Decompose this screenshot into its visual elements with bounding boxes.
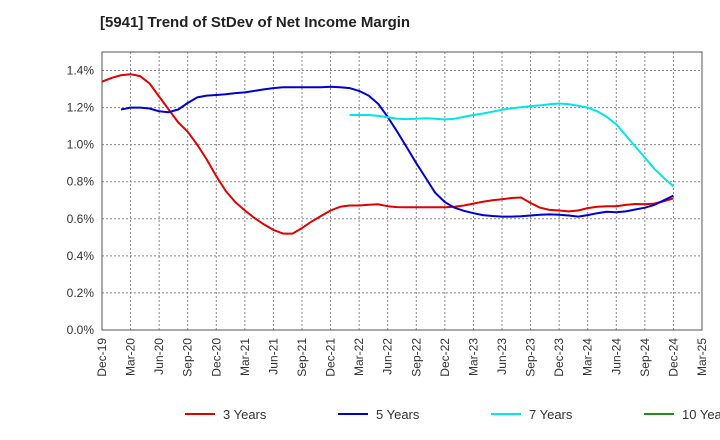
series-layer [101, 73, 675, 235]
x-axis: Dec-19 Mar-20 Jun-20 Sep-20 Dec-20 Mar-21 Jun-… [95, 338, 709, 377]
series-line-7-years [349, 102, 675, 188]
y-tick-label: 1.0% [67, 138, 95, 152]
x-tick-label: Dec-19 [95, 338, 109, 377]
y-tick-label: 0.4% [67, 249, 95, 263]
x-tick-label: Dec-22 [438, 338, 452, 377]
x-tick-label: Jun-23 [495, 338, 509, 375]
y-tick-label: 1.4% [67, 64, 95, 78]
legend-label-7-years: 7 Years [529, 407, 573, 422]
x-tick-label: Dec-24 [666, 338, 680, 377]
x-tick-label: Sep-24 [638, 338, 652, 377]
x-tick-label: Jun-20 [152, 338, 166, 375]
legend-label-10-years: 10 Years [682, 407, 720, 422]
y-tick-label: 1.2% [67, 101, 95, 115]
chart-title: [5941] Trend of StDev of Net Income Marg… [100, 14, 411, 31]
x-tick-label: Dec-23 [552, 338, 566, 377]
x-tick-label: Jun-21 [266, 338, 280, 375]
x-tick-label: Sep-20 [181, 338, 195, 377]
x-tick-label: Mar-25 [695, 338, 709, 376]
x-tick-label: Dec-21 [324, 338, 338, 377]
y-tick-label: 0.0% [67, 323, 95, 337]
legend: 3 Years 5 Years 7 Years 10 Years [185, 407, 720, 422]
x-tick-label: Mar-22 [352, 338, 366, 376]
y-axis: 0.0% 0.2% 0.4% 0.6% 0.8% 1.0% 1.2% 1.4% [67, 64, 95, 337]
x-tick-label: Mar-23 [466, 338, 480, 376]
x-tick-label: Jun-24 [609, 338, 623, 375]
x-tick-label: Mar-24 [581, 338, 595, 376]
x-tick-label: Sep-22 [409, 338, 423, 377]
x-tick-label: Jun-22 [381, 338, 395, 375]
y-tick-label: 0.6% [67, 212, 95, 226]
y-tick-label: 0.2% [67, 286, 95, 300]
x-tick-label: Mar-20 [124, 338, 138, 376]
grid [102, 52, 702, 330]
series-line-5-years [120, 85, 674, 218]
y-tick-label: 0.8% [67, 175, 95, 189]
legend-label-5-years: 5 Years [376, 407, 420, 422]
series-line-3-years [101, 73, 674, 235]
x-tick-label: Sep-23 [524, 338, 538, 377]
x-tick-label: Dec-20 [209, 338, 223, 377]
legend-label-3-years: 3 Years [223, 407, 267, 422]
x-tick-label: Sep-21 [295, 338, 309, 377]
plot-area-frame [101, 51, 703, 331]
x-tick-label: Mar-21 [238, 338, 252, 376]
